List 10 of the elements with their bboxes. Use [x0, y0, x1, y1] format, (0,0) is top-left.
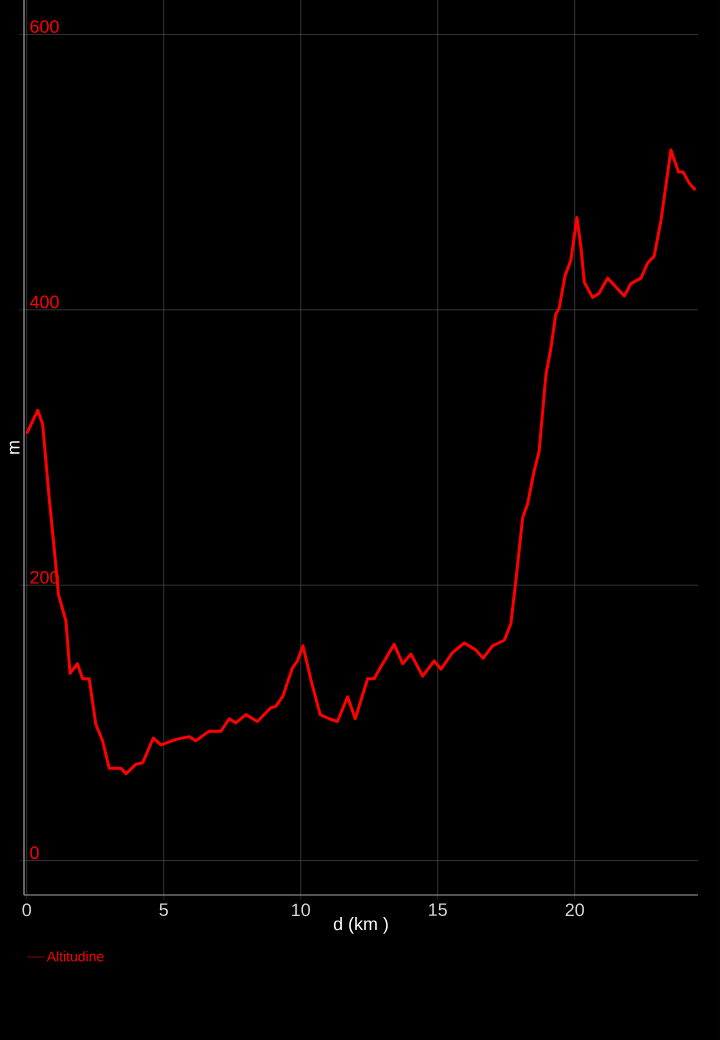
x-tick-label: 15	[429, 903, 447, 917]
x-axis-title: d (km )	[333, 917, 388, 934]
legend-label: Altitudine	[46, 951, 104, 962]
y-axis-title: m	[9, 441, 20, 454]
y-tick-label: 0	[30, 846, 39, 860]
x-tick-label: 5	[159, 903, 168, 917]
x-tick-label: 20	[565, 903, 584, 917]
x-tick-label: 10	[292, 903, 310, 917]
y-tick-label: 400	[29, 295, 59, 309]
y-tick-label: 600	[30, 20, 59, 33]
